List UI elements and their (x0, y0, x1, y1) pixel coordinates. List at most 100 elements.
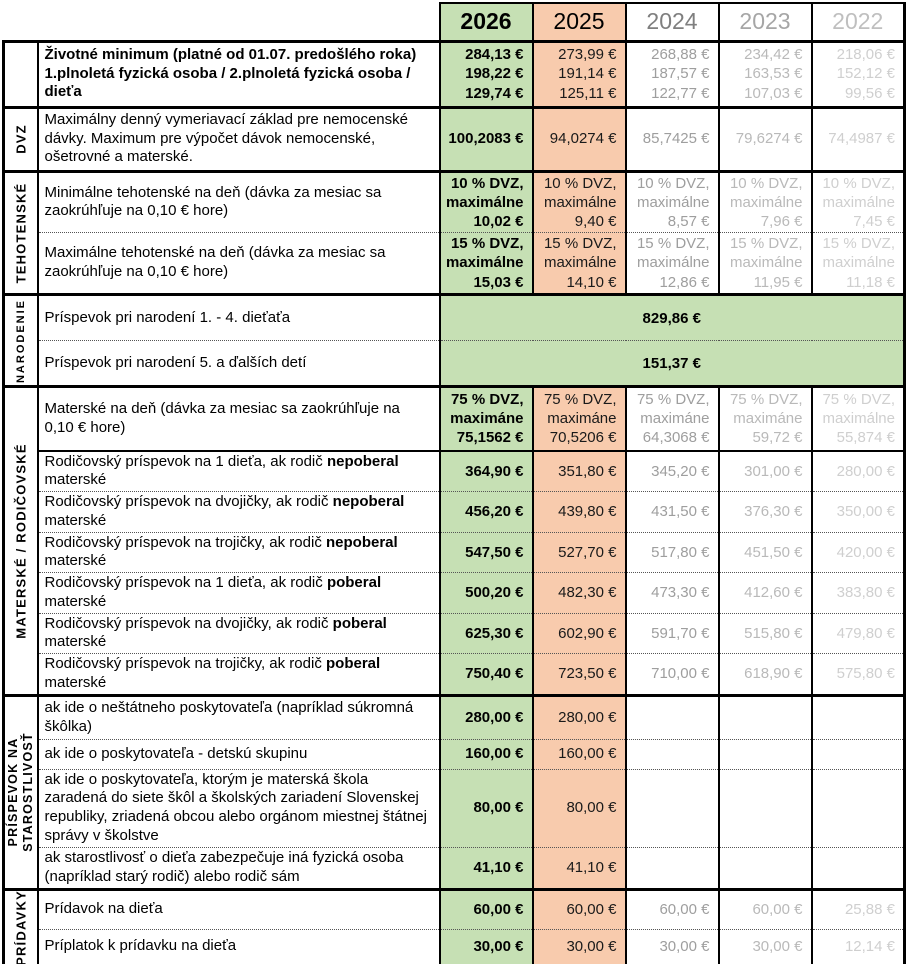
value-cell: 15 % DVZ, maximálne 11,95 € (717, 232, 812, 295)
value-cell: 30,00 € (438, 928, 533, 964)
value-cell: 41,10 € (531, 846, 626, 890)
desc-text: ak starostlivosť o dieťa zabezpečuje iná… (44, 848, 404, 885)
desc-text: Minimálne tehotenské na deň (dávka za me… (44, 183, 382, 220)
desc-text: materské (44, 633, 107, 651)
row-description: Materské na deň (dávka za mesiac sa zaok… (37, 385, 441, 451)
table-row: Rodičovský príspevok na dvojičky, ak rod… (4, 612, 906, 654)
value-cell: 15 % DVZ, maximálne 14,10 € (531, 232, 626, 295)
table-row: Rodičovský príspevok na trojičky, ak rod… (4, 653, 906, 696)
category-cell-prispevok-na-starostlivost: PRÍSPEVOK NA STAROSTLIVOSŤ (2, 693, 39, 890)
category-cell-dvz: DVZ (2, 105, 39, 171)
category-label: DVZ (13, 124, 29, 154)
table-row: Rodičovský príspevok na dvojičky, ak rod… (4, 491, 906, 533)
row-description: Prídavok na dieťa (37, 887, 441, 930)
row-description: Maximálne tehotenské na deň (dávka za me… (37, 232, 441, 295)
desc-text: Rodičovský príspevok na dvojičky, ak rod… (44, 614, 333, 632)
value-cell: 527,70 € (531, 531, 626, 573)
value-cell: 280,00 € (810, 449, 906, 492)
value-cell: 284,13 € 198,22 € 129,74 € (438, 39, 533, 107)
value-cell: 60,00 € (438, 887, 533, 930)
table-row: Príplatok k prídavku na dieťa 30,00 € 30… (4, 928, 906, 964)
value-cell: 451,50 € (717, 531, 812, 573)
value-cell: 439,80 € (531, 491, 626, 533)
value-cell: 710,00 € (624, 653, 719, 696)
desc-text: Rodičovský príspevok na trojičky, ak rod… (44, 533, 326, 551)
table-row: Maximálne tehotenské na deň (dávka za me… (4, 232, 906, 295)
table-row: TEHOTENSKÉ Minimálne tehotenské na deň (… (2, 169, 906, 295)
value-cell: 412,60 € (717, 572, 812, 614)
value-cell: 345,20 € (624, 449, 719, 492)
value-cell: 10 % DVZ, maximálne 7,96 € (717, 169, 812, 233)
value-cell: 218,06 € 152,12 € 99,56 € (810, 39, 906, 107)
category-cell-narodenie: NARODENIE (2, 293, 39, 387)
value-cell: 625,30 € (438, 612, 533, 654)
value-cell: 60,00 € (531, 887, 626, 930)
year-header-2022: 2022 (810, 2, 906, 42)
desc-text: Rodičovský príspevok na dvojičky, ak rod… (44, 493, 333, 511)
value-cell: 41,10 € (438, 846, 533, 890)
value-cell: 482,30 € (531, 572, 626, 614)
table-row: PRÍDAVKY Prídavok na dieťa 60,00 € 60,00… (2, 887, 906, 964)
category-cell-empty (2, 39, 39, 107)
value-cell: 15 % DVZ, maximálne 11,18 € (810, 232, 906, 295)
row-description: Rodičovský príspevok na trojičky, ak rod… (37, 531, 441, 573)
desc-text: Rodičovský príspevok na 1 dieťa, ak rodi… (44, 574, 327, 592)
category-cell-materske-rodicovske: MATERSKÉ / RODIČOVSKÉ (2, 385, 39, 696)
value-cell: 280,00 € (438, 693, 533, 740)
value-cell (810, 768, 906, 848)
value-cell: 515,80 € (717, 612, 812, 654)
desc-text: Prídavok na dieťa (44, 900, 163, 918)
year-header-2023: 2023 (717, 2, 813, 42)
table-row: Príspevok pri narodení 5. a ďalších detí… (4, 340, 906, 387)
value-cell: 30,00 € (717, 928, 812, 964)
value-cell: 10 % DVZ, maximálne 7,45 € (810, 169, 906, 233)
desc-text-bold: nepoberal (332, 493, 405, 511)
value-cell: 618,90 € (717, 653, 812, 696)
row-description: Rodičovský príspevok na 1 dieťa, ak rodi… (37, 572, 441, 614)
value-cell: 75 % DVZ, maximáne 75,1562 € (438, 385, 533, 451)
merged-value-cell: 151,37 € (438, 340, 906, 387)
value-cell: 80,00 € (438, 768, 533, 848)
desc-text-bold: poberal (332, 614, 387, 632)
value-cell (717, 693, 812, 740)
desc-text: Životné minimum (platné od 01.07. predoš… (44, 45, 417, 101)
value-cell (624, 846, 719, 890)
table-row: Rodičovský príspevok na 1 dieťa, ak rodi… (4, 449, 906, 492)
value-cell: 10 % DVZ, maximálne 10,02 € (438, 169, 533, 233)
value-cell: 420,00 € (810, 531, 906, 573)
desc-text-bold: poberal (326, 655, 381, 673)
value-cell: 364,90 € (438, 449, 533, 492)
value-cell (810, 738, 906, 770)
value-cell: 273,99 € 191,14 € 125,11 € (531, 39, 626, 107)
blank-corner (37, 3, 440, 41)
value-cell: 602,90 € (531, 612, 626, 654)
table-row: Rodičovský príspevok na 1 dieťa, ak rodi… (4, 572, 906, 614)
merged-value-cell: 829,86 € (438, 293, 906, 341)
value-cell: 10 % DVZ, maximálne 8,57 € (624, 169, 719, 233)
value-cell: 25,88 € (810, 887, 906, 930)
value-cell: 160,00 € (531, 738, 626, 770)
desc-text-bold: nepoberal (326, 452, 399, 470)
value-cell: 456,20 € (438, 491, 533, 533)
row-description: ak ide o neštátneho poskytovateľa (naprí… (37, 693, 441, 740)
desc-text: materské (44, 673, 107, 691)
value-cell: 74,4987 € (810, 105, 906, 171)
value-cell: 376,30 € (717, 491, 812, 533)
category-label: PRÍDAVKY (13, 889, 29, 964)
table-row: Životné minimum (platné od 01.07. predoš… (2, 39, 906, 107)
desc-text: Príspevok pri narodení 1. - 4. dieťaťa (44, 308, 291, 326)
value-cell: 75 % DVZ, maximáne 64,3068 € (624, 385, 719, 451)
category-label: TEHOTENSKÉ (13, 182, 29, 284)
value-cell: 234,42 € 163,53 € 107,03 € (717, 39, 812, 107)
value-cell: 547,50 € (438, 531, 533, 573)
value-cell: 75 % DVZ, maximálne 55,874 € (810, 385, 906, 451)
value-cell: 160,00 € (438, 738, 533, 770)
value-cell: 431,50 € (624, 491, 719, 533)
value-cell: 473,30 € (624, 572, 719, 614)
value-cell: 80,00 € (531, 768, 626, 848)
value-cell: 30,00 € (531, 928, 626, 964)
table-row: Rodičovský príspevok na trojičky, ak rod… (4, 531, 906, 573)
row-description: Rodičovský príspevok na 1 dieťa, ak rodi… (37, 449, 441, 492)
desc-text: materské (44, 471, 107, 489)
